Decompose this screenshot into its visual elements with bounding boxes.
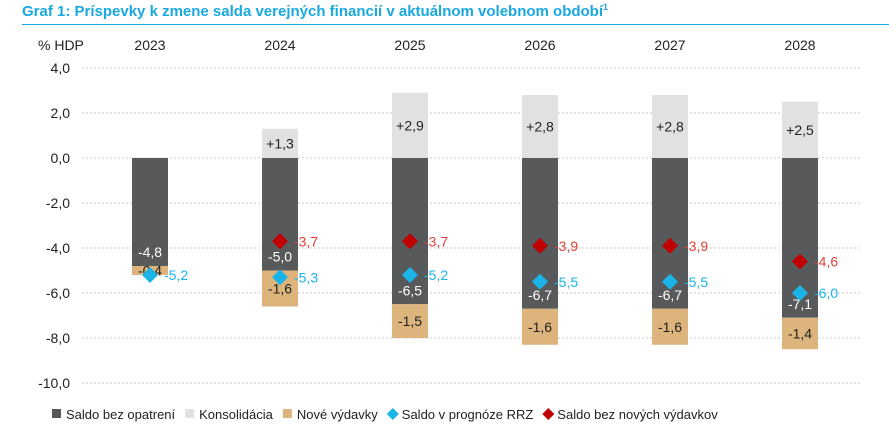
legend-swatch [52,409,61,418]
bar-konsolidacia [652,95,688,158]
data-label-saldo-bez-novych-vydavkov: -4,6 [814,254,838,270]
marker-saldo-rrz [402,267,418,283]
marker-saldo-bez-novych-vydavkov [272,233,288,250]
legend-label: Konsolidácia [199,407,273,422]
data-label-saldo-bez-novych-vydavkov: -3,9 [554,238,578,254]
legend-marker [542,408,555,420]
bar-nove-vydavky [392,304,428,338]
data-label-saldo-rrz: -5,5 [684,274,708,290]
data-label-konsolidacia: +2,8 [526,119,554,135]
x-tick-label: 2023 [134,37,165,53]
legend-label: Nové výdavky [297,407,378,422]
data-label-saldo-bez-opatreni: -4,8 [138,244,162,260]
data-label-konsolidacia: +2,5 [786,122,814,138]
data-label-saldo-rrz: -6,0 [814,285,838,301]
bar-nove-vydavky [522,308,558,345]
marker-saldo-bez-novych-vydavkov [402,233,418,250]
y-tick-label: -4,0 [46,240,70,256]
title-rule [22,24,889,25]
marker-saldo-rrz [142,267,158,283]
bar-konsolidacia [392,92,428,158]
y-tick-label: 4,0 [51,60,71,76]
data-label-saldo-rrz: -5,3 [294,269,318,285]
y-tick-label: -2,0 [46,195,70,211]
legend-marker [386,408,399,420]
data-label-nove-vydavky: -1,6 [528,319,552,335]
bar-nove-vydavky [782,317,818,350]
data-label-saldo-bez-novych-vydavkov: -3,9 [684,238,708,254]
marker-saldo-bez-novych-vydavkov [532,237,548,254]
marker-saldo-rrz [532,273,548,290]
bar-konsolidacia [782,101,818,158]
data-label-nove-vydavky: -1,4 [788,326,812,342]
x-tick-label: 2026 [524,37,555,53]
y-tick-label: -8,0 [46,330,70,346]
data-label-saldo-bez-opatreni: -6,5 [398,282,422,298]
x-tick-label: 2028 [784,37,815,53]
x-tick-label: 2025 [394,37,425,53]
y-tick-label: 0,0 [51,150,71,166]
data-label-saldo-rrz: -5,2 [424,267,448,283]
marker-saldo-bez-novych-vydavkov [662,237,678,254]
marker-saldo-bez-novych-vydavkov [792,253,808,270]
chart-title: Graf 1: Príspevky k zmene salda verejnýc… [22,2,608,20]
marker-saldo-rrz [272,269,288,286]
data-label-saldo-rrz: -5,5 [554,274,578,290]
marker-saldo-rrz [792,285,808,301]
data-label-saldo-bez-opatreni: -5,0 [268,249,292,265]
data-label-saldo-bez-novych-vydavkov: -3,7 [294,233,318,249]
marker-saldo-rrz [662,273,678,290]
legend-label: Saldo v prognóze RRZ [402,407,534,422]
legend-label: Saldo bez nových výdavkov [557,407,718,422]
legend-swatch [185,409,195,418]
data-label-saldo-bez-opatreni: -6,7 [658,287,682,303]
chart-title-text: Graf 1: Príspevky k zmene salda verejnýc… [22,3,604,20]
data-label-nove-vydavky: -1,6 [268,281,292,297]
data-label-saldo-bez-opatreni: -7,1 [788,296,812,312]
y-axis-label: % HDP [38,37,84,53]
y-tick-label: 2,0 [51,105,71,121]
y-tick-label: -10,0 [38,375,70,391]
data-label-konsolidacia: +1,3 [266,135,294,151]
bar-saldo-bez-opatreni [262,158,298,271]
x-tick-label: 2027 [654,37,685,53]
legend-label: Saldo bez opatrení [66,407,176,422]
bar-konsolidacia [522,95,558,158]
legend-swatch [282,409,292,418]
bar-saldo-bez-opatreni [132,158,168,266]
bar-nove-vydavky [652,308,688,345]
data-label-konsolidacia: +2,9 [396,117,424,133]
data-label-saldo-bez-novych-vydavkov: -3,7 [424,233,448,249]
y-tick-label: -6,0 [46,285,70,301]
data-label-nove-vydavky: -1,5 [398,313,422,329]
data-label-nove-vydavky: -1,6 [658,319,682,335]
data-label-konsolidacia: +2,8 [656,119,684,135]
bar-konsolidacia [262,128,298,158]
title-footnote: 1 [603,2,609,12]
x-tick-label: 2024 [264,37,295,53]
data-label-saldo-rrz: -5,2 [164,267,188,283]
data-label-saldo-bez-opatreni: -6,7 [528,287,552,303]
